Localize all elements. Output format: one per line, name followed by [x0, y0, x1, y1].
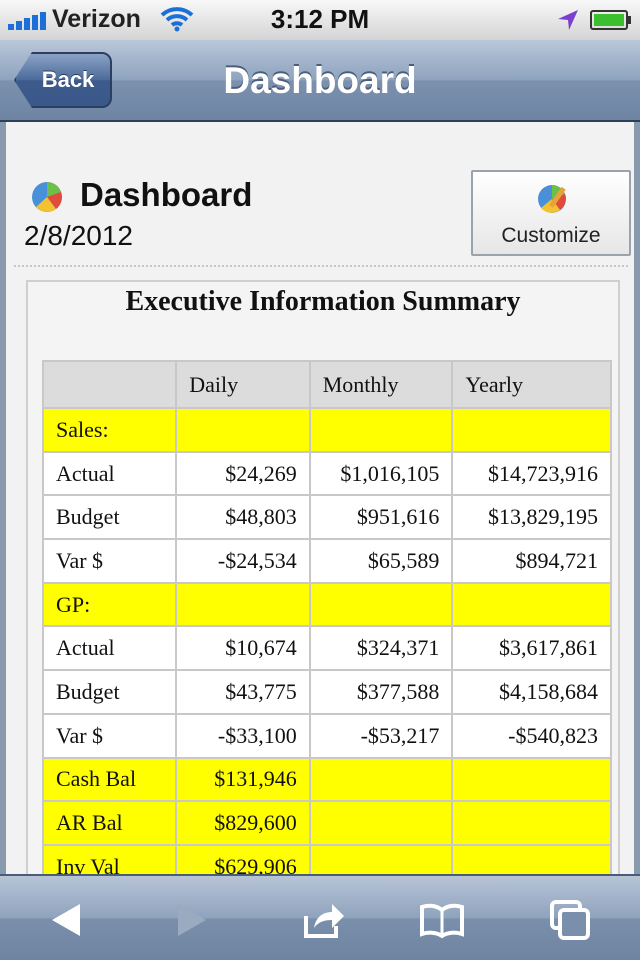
status-bar: Verizon 3:12 PM	[0, 0, 640, 40]
location-icon	[558, 10, 578, 30]
table-row: Budget $48,803 $951,616 $13,829,195	[41, 494, 612, 541]
content-area[interactable]: Dashboard 2/8/2012 Customize Executive I…	[0, 122, 640, 874]
summary-title: Executive Information Summary	[125, 286, 521, 317]
monthly-value	[308, 756, 454, 803]
monthly-value	[308, 843, 454, 874]
status-time: 3:12 PM	[270, 4, 370, 34]
yearly-value: $3,617,861	[451, 625, 612, 672]
customize-chart-icon	[538, 185, 566, 213]
row-label: Actual	[41, 625, 178, 672]
monthly-value: $377,588	[308, 669, 454, 715]
table-row: Actual $10,674 $324,371 $3,617,861	[41, 625, 612, 672]
row-label: Budget	[41, 494, 178, 541]
tabs-icon[interactable]	[548, 898, 592, 942]
daily-value: $131,946	[175, 756, 311, 803]
column-header: Yearly	[451, 360, 612, 409]
monthly-value	[308, 800, 454, 846]
yearly-value: -$540,823	[451, 712, 612, 759]
daily-value: $24,269	[175, 450, 311, 497]
monthly-value	[308, 581, 454, 628]
nav-title: Dashboard	[223, 60, 417, 101]
daily-value: $43,775	[175, 669, 311, 715]
daily-value: $48,803	[175, 494, 311, 541]
row-label: Sales:	[41, 407, 178, 453]
carrier-name: Verizon	[52, 5, 141, 33]
row-label: Var $	[41, 712, 178, 759]
yearly-value	[451, 407, 612, 453]
daily-value: $629,906	[175, 843, 311, 874]
row-label: Inv Val	[41, 843, 178, 874]
dashboard-date: 2/8/2012	[24, 220, 133, 251]
row-label: Cash Bal	[41, 756, 178, 803]
table-header-row: Daily Monthly Yearly	[41, 360, 612, 409]
daily-value	[175, 407, 311, 453]
daily-value: $829,600	[175, 800, 311, 846]
signal-icon	[8, 12, 46, 30]
table-row: Budget $43,775 $377,588 $4,158,684	[41, 669, 612, 715]
yearly-value	[451, 756, 612, 803]
column-header: Daily	[175, 360, 311, 409]
daily-value: -$24,534	[175, 538, 311, 584]
monthly-value: $951,616	[308, 494, 454, 541]
column-header	[41, 360, 178, 409]
yearly-value: $894,721	[451, 538, 612, 584]
customize-label: Customize	[501, 224, 601, 247]
customize-button[interactable]: Customize	[471, 170, 631, 256]
table-row: Var $ -$24,534 $65,589 $894,721	[41, 538, 612, 584]
yearly-value	[451, 800, 612, 846]
yearly-value	[451, 581, 612, 628]
daily-value	[175, 581, 311, 628]
back-arrow-icon[interactable]	[44, 898, 88, 942]
row-label: AR Bal	[41, 800, 178, 846]
daily-value: $10,674	[175, 625, 311, 672]
table-row: Inv Val $629,906	[41, 843, 612, 874]
daily-value: -$33,100	[175, 712, 311, 759]
row-label: Actual	[41, 450, 178, 497]
dashboard-title: Dashboard	[80, 176, 253, 213]
yearly-value: $14,723,916	[451, 450, 612, 497]
table-row: Sales:	[41, 407, 612, 453]
table-row: GP:	[41, 581, 612, 628]
divider	[14, 265, 628, 267]
row-label: Budget	[41, 669, 178, 715]
table-row: Var $ -$33,100 -$53,217 -$540,823	[41, 712, 612, 759]
table-row: Actual $24,269 $1,016,105 $14,723,916	[41, 450, 612, 497]
yearly-value	[451, 843, 612, 874]
monthly-value	[308, 407, 454, 453]
table-row: AR Bal $829,600	[41, 800, 612, 846]
dashboard-header: Dashboard 2/8/2012 Customize	[6, 122, 634, 267]
forward-arrow-icon[interactable]	[170, 898, 214, 942]
summary-table: Daily Monthly Yearly Sales: Actual $24,269…	[41, 360, 612, 874]
bookmarks-icon[interactable]	[420, 898, 464, 942]
column-header: Monthly	[308, 360, 454, 409]
share-icon[interactable]	[302, 898, 346, 942]
table-row: Cash Bal $131,946	[41, 756, 612, 803]
yearly-value: $13,829,195	[451, 494, 612, 541]
row-label: Var $	[41, 538, 178, 584]
monthly-value: $324,371	[308, 625, 454, 672]
summary-panel: Executive Information Summary Daily Mont…	[26, 280, 620, 874]
yearly-value: $4,158,684	[451, 669, 612, 715]
monthly-value: $1,016,105	[308, 450, 454, 497]
pie-chart-icon	[32, 182, 62, 212]
monthly-value: -$53,217	[308, 712, 454, 759]
back-button[interactable]: Back	[14, 52, 112, 108]
battery-icon	[590, 10, 631, 30]
browser-toolbar	[0, 874, 640, 960]
row-label: GP:	[41, 581, 178, 628]
navigation-bar: Back Dashboard	[0, 40, 640, 122]
wifi-icon	[160, 7, 194, 32]
monthly-value: $65,589	[308, 538, 454, 584]
